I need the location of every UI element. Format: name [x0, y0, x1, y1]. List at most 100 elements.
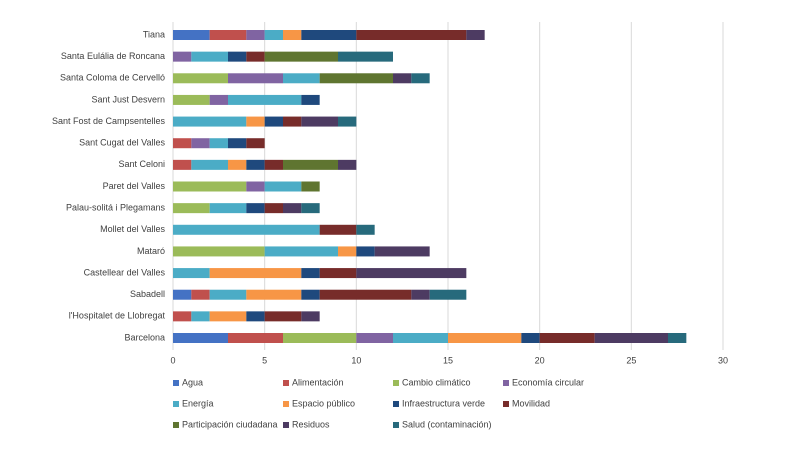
bar-segment	[173, 73, 228, 84]
bar-segment	[228, 51, 247, 62]
bar-segment	[301, 289, 320, 300]
bar-segment	[301, 203, 320, 214]
y-tick-label: Sant Cugat del Valles	[79, 138, 165, 148]
y-tick-label: Barcelona	[124, 332, 165, 342]
bar-segment	[301, 268, 320, 279]
legend-label: Residuos	[292, 419, 330, 429]
bar-segment	[429, 289, 467, 300]
bar-segment	[209, 94, 228, 105]
legend-label: Espacio público	[292, 398, 355, 408]
bar-segment	[319, 224, 357, 235]
bar-segment	[356, 246, 375, 257]
legend-label: Cambio climático	[402, 377, 471, 387]
x-tick-label: 15	[443, 355, 453, 365]
legend-swatch	[503, 401, 509, 407]
bar-segment	[173, 289, 192, 300]
bar-segment	[246, 159, 265, 170]
bar-segment	[246, 311, 265, 322]
bar-segment	[228, 94, 302, 105]
bar-segment	[356, 224, 375, 235]
bar-segment	[191, 51, 228, 62]
legend-swatch	[393, 422, 399, 428]
bar-segment	[173, 30, 210, 40]
y-tick-label: Tiana	[143, 29, 165, 39]
bar-segment	[173, 246, 265, 257]
y-tick-label: Mataró	[137, 246, 165, 256]
x-tick-label: 20	[535, 355, 545, 365]
legend-swatch	[283, 401, 289, 407]
bar-segment	[173, 159, 192, 170]
bar-segment	[374, 246, 430, 257]
bar-segment	[283, 116, 302, 127]
bar-segment	[668, 333, 687, 343]
bar-segment	[283, 333, 357, 343]
bar-segment	[191, 138, 210, 149]
bar-segment	[356, 333, 393, 343]
bar-segment	[521, 333, 540, 343]
bar-segment	[191, 159, 228, 170]
legend-swatch	[283, 422, 289, 428]
y-tick-label: Santa Coloma de Cervelló	[60, 73, 165, 83]
legend-swatch	[393, 380, 399, 386]
bar-segment	[228, 333, 283, 343]
y-tick-label: Castellear del Valles	[84, 267, 166, 277]
bar-segment	[356, 268, 467, 279]
bar-segment	[173, 116, 247, 127]
bar-segment	[283, 30, 302, 40]
bar-segment	[173, 51, 192, 62]
legend-swatch	[173, 422, 179, 428]
legend-label: Infraestructura verde	[402, 398, 485, 408]
y-tick-label: Mollet del Valles	[100, 224, 165, 234]
bar-segment	[301, 181, 320, 192]
bar-segment	[301, 311, 320, 322]
bar-segment	[173, 203, 210, 214]
bar-segment	[246, 51, 265, 62]
bar-segment	[283, 203, 302, 214]
bar-segment	[338, 159, 357, 170]
bar-segment	[264, 30, 283, 40]
x-tick-label: 25	[626, 355, 636, 365]
bar-segment	[264, 159, 283, 170]
y-tick-label: Sant Celoni	[118, 159, 165, 169]
x-tick-label: 0	[170, 355, 175, 365]
bar-segment	[246, 289, 302, 300]
bar-segment	[356, 30, 467, 40]
y-tick-label: Sant Fost de Campsentelles	[52, 116, 166, 126]
bar-segment	[338, 246, 357, 257]
legend-label: Participación ciudadana	[182, 419, 278, 429]
legend-label: Alimentación	[292, 377, 344, 387]
legend-swatch	[173, 380, 179, 386]
bar-segment	[338, 116, 357, 127]
bar-segment	[228, 73, 283, 84]
legend-swatch	[283, 380, 289, 386]
bar-segment	[209, 268, 302, 279]
bar-segment	[209, 311, 247, 322]
bar-segment	[539, 333, 595, 343]
bar-segment	[411, 73, 430, 84]
bar-segment	[246, 181, 265, 192]
bar-segment	[319, 289, 412, 300]
bar-segment	[264, 51, 338, 62]
y-tick-label: Santa Eulália de Roncana	[61, 51, 165, 61]
y-tick-label: Palau-solitá i Plegamans	[66, 203, 166, 213]
bar-segment	[246, 138, 265, 149]
legend-swatch	[503, 380, 509, 386]
x-tick-label: 10	[351, 355, 361, 365]
y-tick-label: Sant Just Desvern	[91, 94, 165, 104]
bar-segment	[264, 116, 283, 127]
bar-segment	[173, 94, 210, 105]
bar-segment	[173, 181, 247, 192]
bar-segment	[264, 311, 302, 322]
bar-segment	[173, 311, 192, 322]
bar-segment	[173, 224, 320, 235]
bar-segment	[209, 30, 247, 40]
bar-segment	[173, 268, 210, 279]
legend-swatch	[173, 401, 179, 407]
bar-segment	[301, 30, 357, 40]
y-tick-label: Paret del Valles	[103, 181, 166, 191]
bar-segment	[448, 333, 522, 343]
bar-segment	[173, 333, 228, 343]
bar-segment	[246, 30, 265, 40]
bar-segment	[283, 73, 320, 84]
